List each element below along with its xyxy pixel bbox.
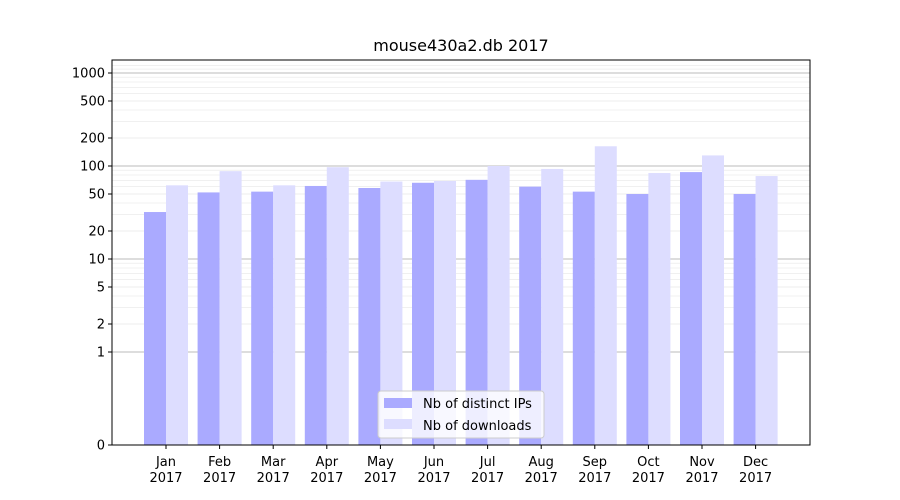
bar-distinct-ips bbox=[465, 179, 488, 445]
x-tick-label-month: Apr bbox=[316, 455, 339, 470]
y-tick-label: 2 bbox=[97, 318, 105, 333]
x-tick-label-month: Nov bbox=[689, 455, 715, 470]
x-tick-label-year: 2017 bbox=[685, 471, 718, 486]
x-tick-label-month: Jun bbox=[423, 455, 444, 470]
bars bbox=[144, 146, 778, 446]
x-tick-label-year: 2017 bbox=[578, 471, 611, 486]
bar-distinct-ips bbox=[519, 186, 542, 445]
bar-distinct-ips bbox=[304, 185, 327, 445]
x-tick-label-month: Jul bbox=[479, 455, 496, 470]
x-tick-label-year: 2017 bbox=[739, 471, 772, 486]
bar-downloads bbox=[755, 176, 778, 445]
bar-downloads bbox=[219, 171, 242, 445]
bar-distinct-ips bbox=[680, 172, 702, 445]
x-tick-label-year: 2017 bbox=[525, 471, 558, 486]
bar-distinct-ips bbox=[144, 212, 166, 445]
bar-downloads bbox=[434, 180, 456, 445]
x-tick-label-month: Dec bbox=[743, 455, 768, 470]
legend-swatch-downloads bbox=[384, 419, 412, 429]
bar-downloads bbox=[487, 166, 510, 445]
bar-downloads bbox=[273, 185, 296, 446]
plot-frame bbox=[111, 59, 811, 446]
x-tick-label-year: 2017 bbox=[417, 471, 450, 486]
bar-distinct-ips bbox=[733, 193, 756, 445]
y-tick-label: 0 bbox=[97, 439, 105, 454]
bar-downloads bbox=[326, 167, 349, 445]
x-tick-label-month: Mar bbox=[261, 455, 286, 470]
x-tick-label-year: 2017 bbox=[310, 471, 343, 486]
bar-distinct-ips bbox=[358, 188, 381, 445]
x-tick-label-year: 2017 bbox=[471, 471, 504, 486]
x-tick-label-month: May bbox=[367, 455, 394, 470]
y-tick-label: 20 bbox=[88, 225, 105, 240]
x-tick-label-month: Feb bbox=[208, 455, 231, 470]
y-tick-label: 500 bbox=[80, 94, 105, 109]
y-tick-label: 1000 bbox=[72, 67, 105, 82]
bar-distinct-ips bbox=[626, 193, 649, 445]
bar-downloads bbox=[166, 185, 188, 446]
x-tick-label-month: Jan bbox=[155, 455, 176, 470]
chart-title: mouse430a2.db 2017 bbox=[373, 36, 548, 55]
bar-downloads bbox=[380, 181, 403, 446]
bar-distinct-ips bbox=[197, 192, 220, 445]
legend-label-downloads: Nb of downloads bbox=[423, 419, 532, 434]
legend-box bbox=[377, 390, 545, 439]
x-tick-label-year: 2017 bbox=[364, 471, 397, 486]
y-axis: 0 1 2 5 10 20 50 100 200 500 1000 bbox=[72, 67, 112, 454]
x-tick-label-month: Aug bbox=[529, 455, 554, 470]
x-axis: Jan2017Feb2017Mar2017Apr2017May2017Jun20… bbox=[149, 445, 772, 486]
bar-downloads bbox=[648, 173, 671, 445]
y-tick-label: 1 bbox=[97, 346, 105, 361]
y-tick-label: 200 bbox=[80, 132, 105, 147]
x-tick-label-year: 2017 bbox=[149, 471, 182, 486]
bar-distinct-ips bbox=[572, 191, 595, 445]
bar-distinct-ips bbox=[412, 182, 434, 445]
bar-downloads bbox=[594, 146, 617, 446]
x-tick-label-month: Oct bbox=[637, 455, 659, 470]
legend-swatch-distinct-ips bbox=[384, 398, 412, 408]
bar-downloads bbox=[541, 168, 564, 445]
legend-label-distinct-ips: Nb of distinct IPs bbox=[423, 397, 532, 412]
bar-downloads bbox=[702, 155, 724, 446]
legend: Nb of distinct IPs Nb of downloads bbox=[377, 390, 545, 439]
y-tick-label: 10 bbox=[88, 253, 105, 268]
bar-distinct-ips bbox=[251, 191, 274, 445]
y-tick-label: 5 bbox=[97, 280, 105, 295]
y-tick-label: 50 bbox=[88, 187, 105, 202]
x-tick-label-month: Sep bbox=[583, 455, 608, 470]
x-tick-label-year: 2017 bbox=[203, 471, 236, 486]
x-tick-label-year: 2017 bbox=[632, 471, 665, 486]
y-tick-label: 100 bbox=[80, 160, 105, 175]
x-tick-label-year: 2017 bbox=[257, 471, 290, 486]
